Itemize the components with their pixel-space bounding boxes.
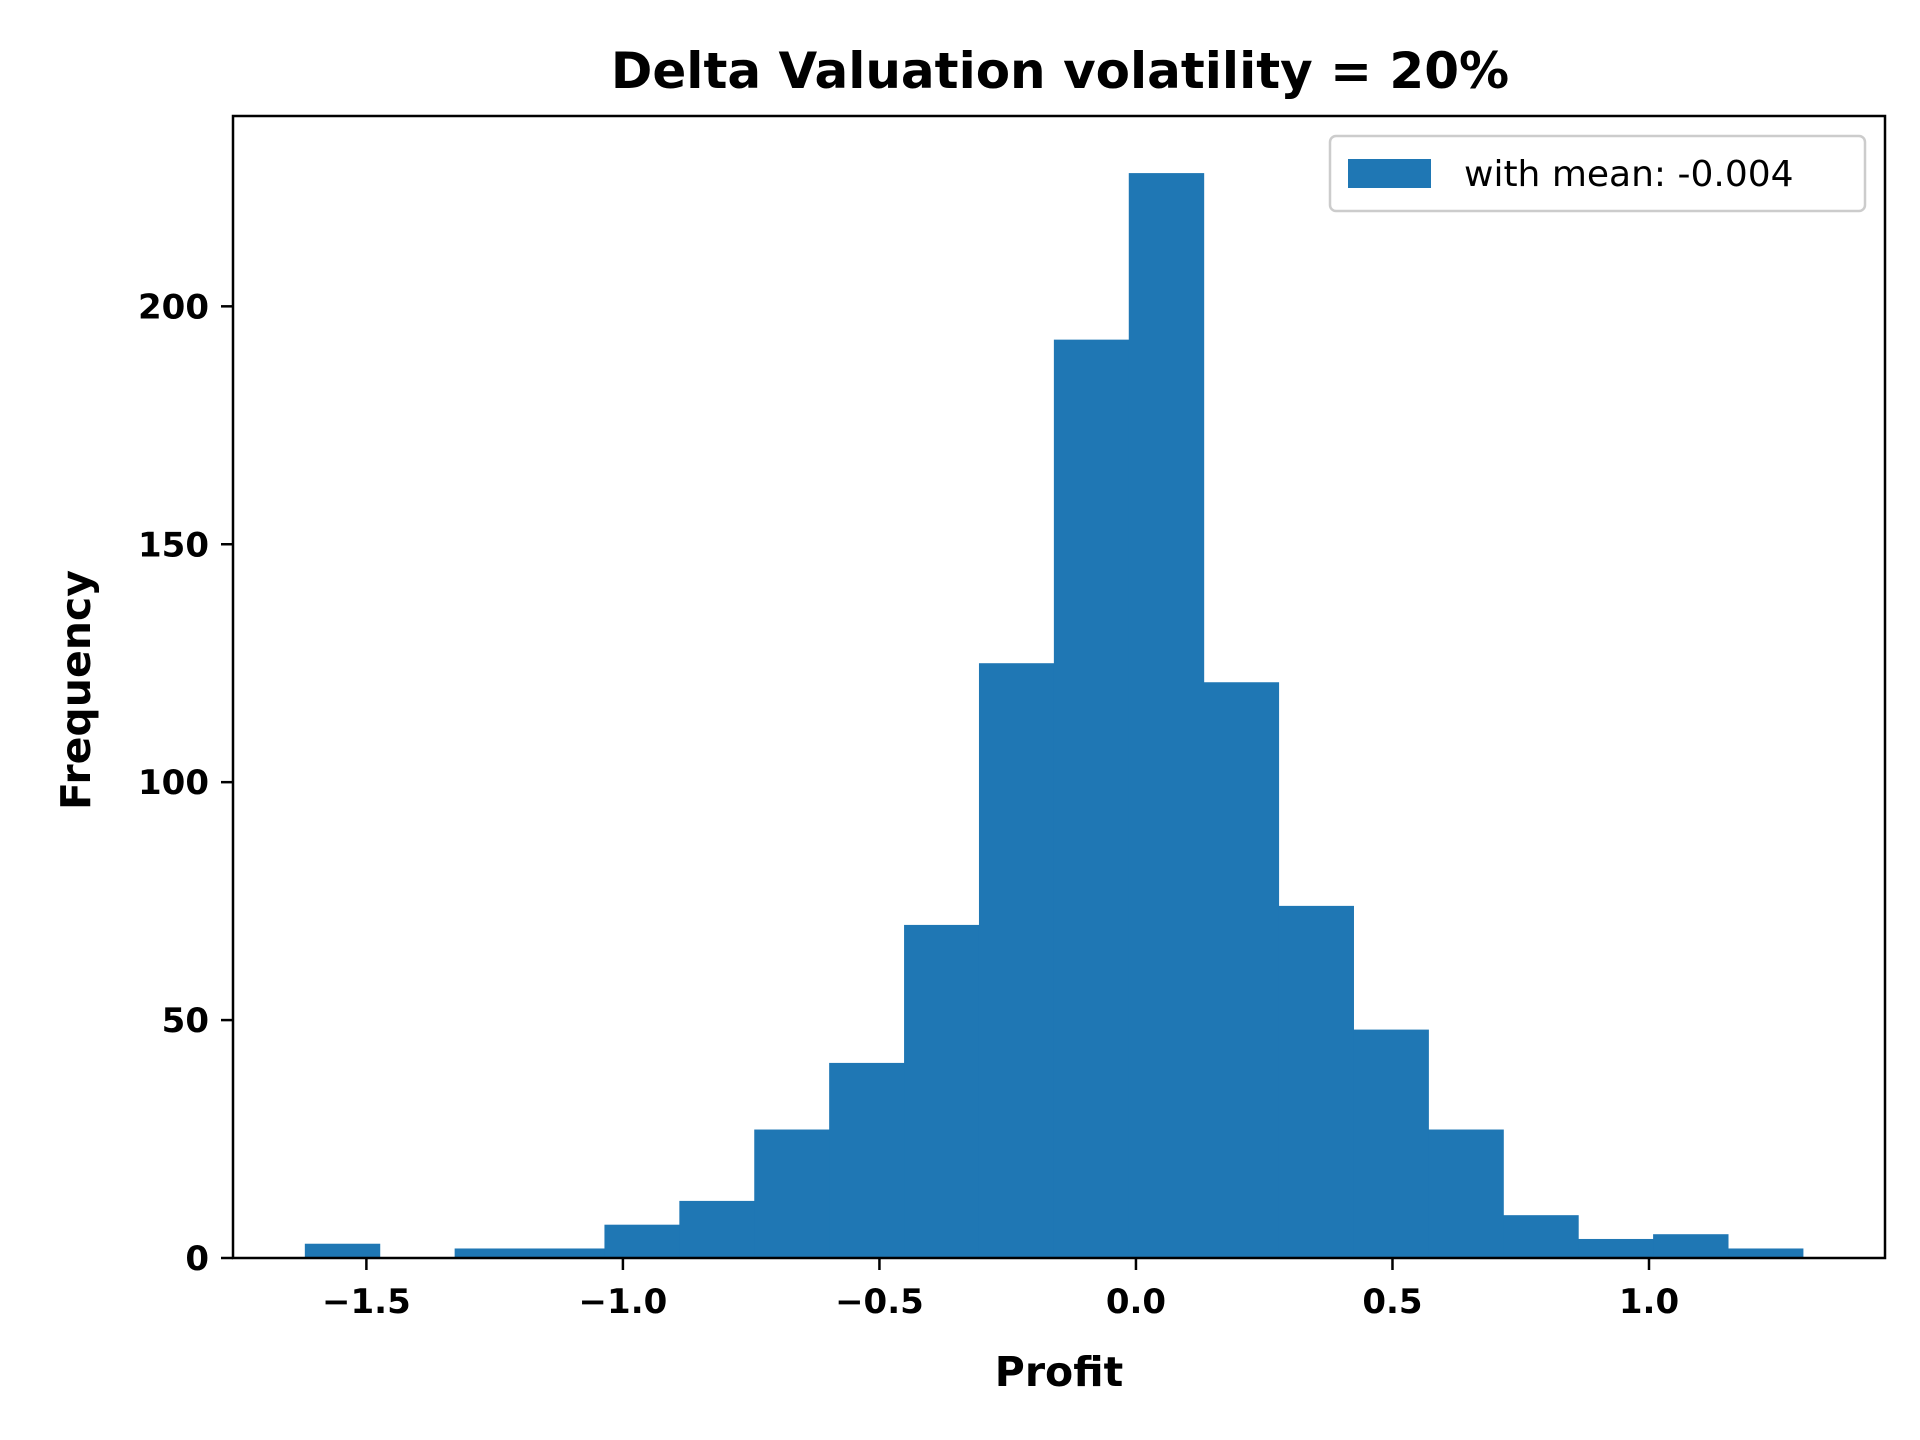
- histogram-bar: [1278, 905, 1354, 1258]
- histogram-bar: [1428, 1129, 1504, 1258]
- histogram-bar: [679, 1200, 755, 1258]
- histogram-bar: [904, 924, 980, 1258]
- histogram-bar: [978, 663, 1055, 1258]
- y-axis-label: Frequency: [52, 570, 100, 810]
- x-tick-label: 1.0: [1619, 1282, 1679, 1322]
- histogram-bar: [1728, 1248, 1804, 1258]
- legend: with mean: -0.004: [1328, 134, 1867, 213]
- x-tick-label: 0.0: [1106, 1282, 1166, 1322]
- x-axis-ticks: −1.5 −1.0 −0.5 0.0 0.5 1.0: [322, 1258, 1679, 1322]
- histogram-bar: [454, 1248, 531, 1258]
- histogram-bar: [1503, 1215, 1579, 1258]
- x-tick-label: 0.5: [1362, 1282, 1422, 1322]
- y-axis-ticks: 0 50 100 150 200: [138, 287, 233, 1279]
- histogram-bars: [304, 173, 1804, 1259]
- histogram-bar: [1053, 339, 1130, 1258]
- y-tick-label: 100: [138, 763, 209, 803]
- y-tick-label: 50: [162, 1001, 209, 1041]
- plot-frame: [231, 114, 1887, 1260]
- histogram-bar: [754, 1129, 830, 1258]
- histogram-bar: [1653, 1234, 1729, 1258]
- x-axis-label: Profit: [995, 1348, 1123, 1396]
- legend-label: with mean: -0.004: [1464, 154, 1794, 195]
- histogram-bar: [304, 1243, 381, 1258]
- histogram-bar: [529, 1248, 605, 1258]
- y-tick-label: 150: [138, 525, 209, 565]
- histogram-bar: [1203, 682, 1280, 1258]
- histogram-bar: [1353, 1029, 1429, 1258]
- histogram-bar: [1578, 1238, 1654, 1258]
- x-tick-label: −0.5: [835, 1282, 924, 1322]
- x-tick-label: −1.0: [579, 1282, 668, 1322]
- legend-box: [1328, 134, 1867, 213]
- chart-title: Delta Valuation volatility = 20%: [611, 42, 1509, 100]
- x-tick-label: −1.5: [322, 1282, 411, 1322]
- y-tick-label: 200: [138, 287, 209, 327]
- histogram-bar: [1128, 173, 1205, 1259]
- histogram-bar: [604, 1224, 680, 1258]
- histogram-bar: [829, 1062, 905, 1258]
- legend-swatch: [1348, 159, 1431, 188]
- y-tick-label: 0: [185, 1239, 209, 1279]
